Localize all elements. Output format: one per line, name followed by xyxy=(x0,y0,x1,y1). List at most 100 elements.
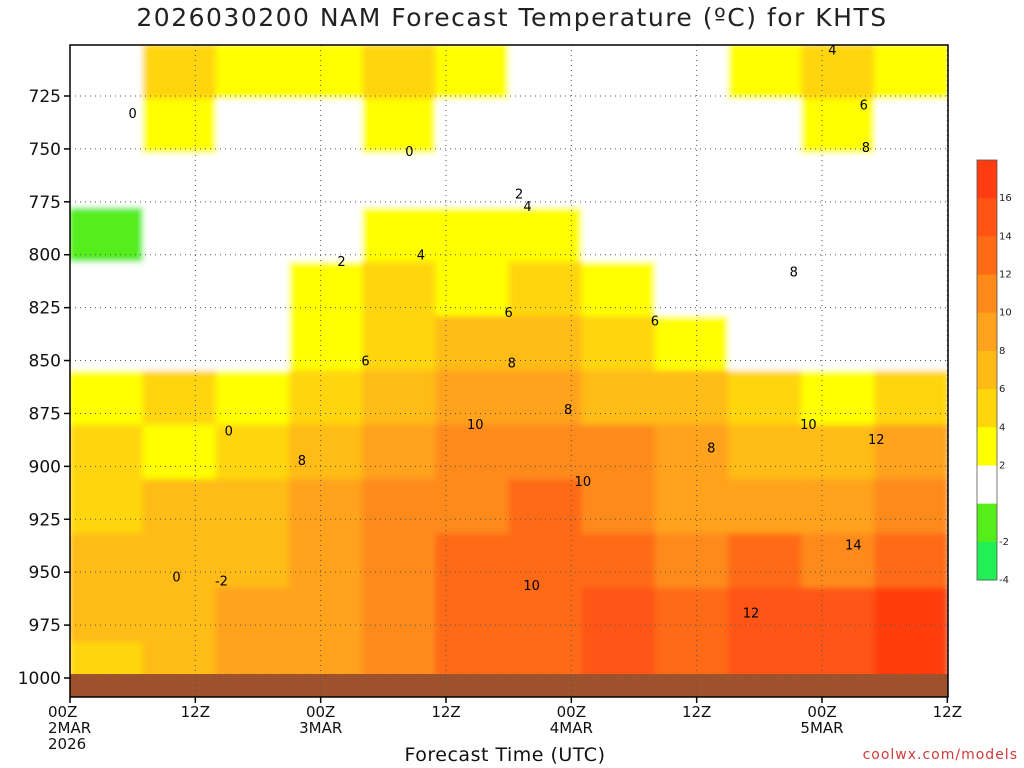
colorbar-band xyxy=(977,350,997,390)
x-tick-label: 00Z xyxy=(48,703,77,721)
field-cell xyxy=(435,45,510,100)
field-cell xyxy=(435,316,510,372)
field-cell xyxy=(874,587,948,644)
y-tick-label: 975 xyxy=(29,616,61,636)
contour-label: 2 xyxy=(337,255,345,270)
contour-label: 0 xyxy=(405,145,413,160)
contour-label: 6 xyxy=(651,314,659,329)
y-tick-label: 825 xyxy=(29,299,61,319)
field-cell xyxy=(70,153,144,209)
field-cell xyxy=(728,207,803,263)
field-cell xyxy=(142,207,217,263)
contour-label: 12 xyxy=(868,433,885,448)
field-cell xyxy=(874,261,948,318)
y-tick-label: 875 xyxy=(29,404,61,424)
field-cell xyxy=(215,370,290,426)
field-cell xyxy=(289,261,364,318)
y-tick-label: 750 xyxy=(29,140,61,160)
x-tick-label: 2MAR xyxy=(48,719,91,737)
colorbar-label: 6 xyxy=(999,384,1005,395)
field-cell xyxy=(874,370,948,426)
field-cell xyxy=(289,479,364,535)
field-cell xyxy=(874,207,948,263)
contour-label: 6 xyxy=(860,98,868,113)
field-cell xyxy=(142,424,217,481)
field-cell xyxy=(581,533,656,589)
plot-frame xyxy=(69,44,949,698)
contour-label: 8 xyxy=(564,403,572,418)
field-cell xyxy=(289,370,364,426)
field-cell xyxy=(801,98,876,155)
field-cell xyxy=(435,424,510,481)
field-cell xyxy=(70,98,144,155)
chart-title: 2026030200 NAM Forecast Temperature (ºC)… xyxy=(136,3,888,32)
field-cell xyxy=(728,153,803,209)
field-cell xyxy=(362,153,437,209)
field-cell xyxy=(801,587,876,644)
field-cell xyxy=(435,98,510,155)
field-cell xyxy=(362,587,437,644)
field-cell xyxy=(289,587,364,644)
y-tick-label: 850 xyxy=(29,352,61,372)
field-cell xyxy=(874,316,948,372)
colorbar: 16 14 12 10 8 6 4 2 -2 -4 xyxy=(976,159,1012,586)
field-cell xyxy=(654,207,729,263)
field-cell xyxy=(215,479,290,535)
colorbar-label: 8 xyxy=(999,346,1005,357)
x-tick-label: 12Z xyxy=(933,703,962,721)
x-tick-label: 00Z xyxy=(807,703,836,721)
field-cell xyxy=(801,261,876,318)
field-cell xyxy=(874,424,948,481)
field-cell xyxy=(581,316,656,372)
field-cell xyxy=(581,261,656,318)
field-cell xyxy=(435,587,510,644)
field-cell xyxy=(728,370,803,426)
field-cell xyxy=(728,45,803,100)
field-cell xyxy=(581,370,656,426)
field-cell xyxy=(435,533,510,589)
field-cell xyxy=(581,45,656,100)
field-cell xyxy=(654,153,729,209)
field-cell xyxy=(508,587,583,644)
contour-label: 10 xyxy=(575,475,592,490)
field-cell xyxy=(142,45,217,100)
y-tick-label: 800 xyxy=(29,246,61,266)
field-cell xyxy=(215,424,290,481)
x-tick-label: 12Z xyxy=(181,703,210,721)
y-tick-label: 1000 xyxy=(18,669,61,689)
contour-label: 4 xyxy=(523,200,531,215)
x-tick-label: 00Z xyxy=(557,703,586,721)
colorbar-label: -2 xyxy=(999,537,1009,548)
field-cell xyxy=(654,587,729,644)
field-cell xyxy=(215,261,290,318)
field-cell xyxy=(581,424,656,481)
field-cell xyxy=(215,587,290,644)
contour-label: 8 xyxy=(707,441,715,456)
field-cell xyxy=(215,98,290,155)
field-cell xyxy=(70,261,144,318)
field-cell xyxy=(801,45,876,100)
colorbar-label: 12 xyxy=(999,270,1012,281)
field-cell xyxy=(874,533,948,589)
field-cell xyxy=(362,261,437,318)
field-cell xyxy=(289,316,364,372)
field-cell xyxy=(728,533,803,589)
field-cell xyxy=(508,424,583,481)
field-cell xyxy=(728,316,803,372)
y-tick-label: 950 xyxy=(29,563,61,583)
field-cell xyxy=(70,370,144,426)
x-tick-label: 00Z xyxy=(306,703,335,721)
field-cell xyxy=(142,587,217,644)
y-tick-label: 925 xyxy=(29,510,61,530)
x-tick-label: 12Z xyxy=(682,703,711,721)
y-tick-label: 900 xyxy=(29,457,61,477)
y-tick-label: 725 xyxy=(29,87,61,107)
x-tick-label: 2026 xyxy=(48,735,86,753)
field-cell xyxy=(435,261,510,318)
contour-label: -2 xyxy=(215,575,228,590)
watermark: coolwx.com/models xyxy=(862,747,1018,763)
field-cell xyxy=(874,45,948,100)
colorbar-band xyxy=(977,160,997,199)
field-cell xyxy=(508,153,583,209)
